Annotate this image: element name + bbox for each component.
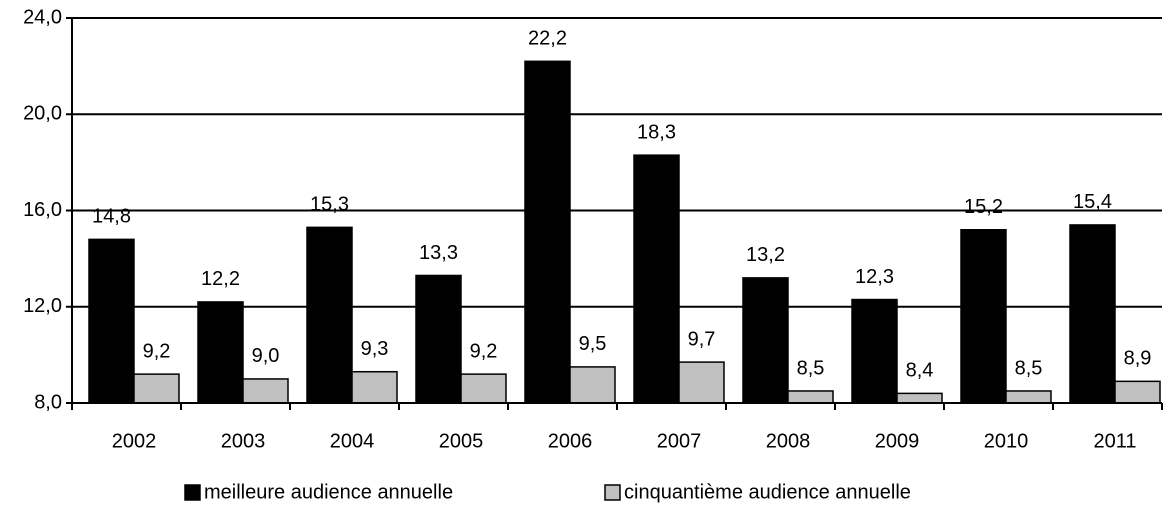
y-tick-label: 8,0 xyxy=(34,391,62,413)
x-tick-label: 2005 xyxy=(439,430,484,452)
x-tick-label: 2010 xyxy=(984,430,1029,452)
bar xyxy=(1005,390,1052,404)
data-label: 22,2 xyxy=(528,28,567,50)
bar xyxy=(1069,224,1116,404)
data-label: 8,9 xyxy=(1124,348,1152,370)
x-tick-label: 2004 xyxy=(330,430,375,452)
y-tick-label: 16,0 xyxy=(23,199,62,221)
data-label: 8,4 xyxy=(906,360,934,382)
y-tick-label: 24,0 xyxy=(23,6,62,28)
data-label: 12,2 xyxy=(201,268,240,290)
bar xyxy=(960,229,1007,404)
data-label: 15,3 xyxy=(310,194,349,216)
x-tick-label: 2007 xyxy=(657,430,702,452)
x-tick-label: 2009 xyxy=(875,430,920,452)
bar xyxy=(851,298,898,404)
data-label: 15,4 xyxy=(1073,191,1112,213)
data-label: 15,2 xyxy=(964,196,1003,218)
bar xyxy=(351,370,398,404)
bar xyxy=(896,392,943,404)
bar xyxy=(460,373,507,404)
data-label: 18,3 xyxy=(637,121,676,143)
bar xyxy=(569,366,616,404)
data-label: 8,5 xyxy=(797,357,825,379)
data-label: 12,3 xyxy=(855,266,894,288)
x-tick-label: 2003 xyxy=(221,430,266,452)
data-label: 9,2 xyxy=(143,340,171,362)
data-label: 9,5 xyxy=(579,333,607,355)
x-tick-label: 2008 xyxy=(766,430,811,452)
data-label: 9,3 xyxy=(361,338,389,360)
bar xyxy=(306,226,353,404)
legend-label: cinquantième audience annuelle xyxy=(624,481,911,503)
legend-swatch xyxy=(184,484,201,501)
legend-swatch xyxy=(604,484,621,501)
bar xyxy=(1114,380,1161,404)
bar xyxy=(524,60,571,404)
bar xyxy=(787,390,834,404)
bar xyxy=(678,361,725,404)
data-label: 14,8 xyxy=(92,206,131,228)
y-tick-label: 12,0 xyxy=(23,295,62,317)
bar xyxy=(242,378,289,404)
data-label: 13,3 xyxy=(419,242,458,264)
data-label: 9,7 xyxy=(688,328,716,350)
bar xyxy=(88,238,135,404)
data-label: 9,2 xyxy=(470,340,498,362)
bar xyxy=(197,301,244,404)
bar xyxy=(742,277,789,404)
bar xyxy=(415,274,462,404)
bar xyxy=(633,154,680,404)
data-label: 13,2 xyxy=(746,244,785,266)
data-label: 9,0 xyxy=(252,345,280,367)
bar xyxy=(133,373,180,404)
x-tick-label: 2006 xyxy=(548,430,593,452)
x-tick-label: 2002 xyxy=(112,430,157,452)
x-tick-label: 2011 xyxy=(1093,430,1136,452)
y-tick-label: 20,0 xyxy=(23,103,62,125)
data-label: 8,5 xyxy=(1015,357,1043,379)
legend-label: meilleure audience annuelle xyxy=(204,481,453,503)
